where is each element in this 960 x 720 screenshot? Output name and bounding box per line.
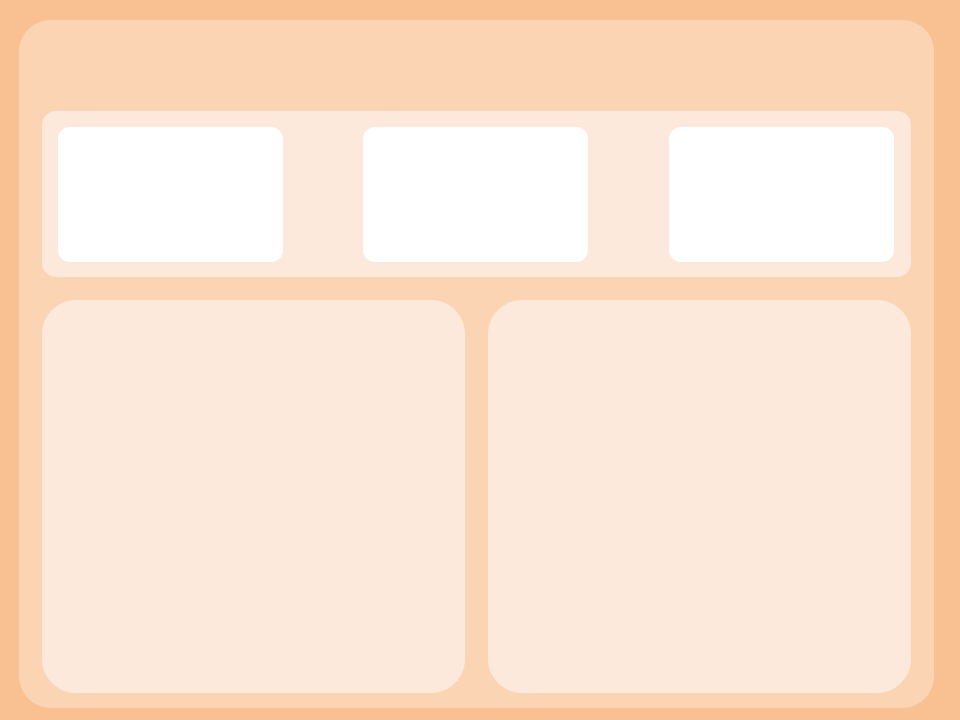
tile-strip: [42, 111, 911, 277]
app-header: [19, 20, 934, 110]
tile-card-3[interactable]: [669, 127, 894, 262]
right-panel: [488, 300, 911, 693]
tile-card-1[interactable]: [58, 127, 283, 262]
left-panel: [42, 300, 465, 693]
app-window: [19, 20, 934, 708]
tile-card-2[interactable]: [363, 127, 588, 262]
